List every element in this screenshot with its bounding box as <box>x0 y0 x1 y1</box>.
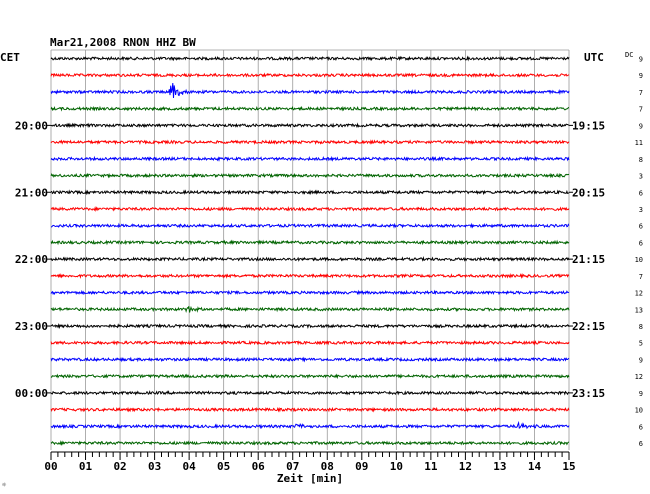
right-hour-label: 20:15 <box>572 186 605 199</box>
trace-3 <box>50 105 569 112</box>
dc-value: 6 <box>639 223 643 231</box>
trace-16 <box>50 322 570 330</box>
trace-6 <box>50 155 570 162</box>
dc-header: DC <box>625 51 633 59</box>
x-tick-label: 13 <box>493 460 506 473</box>
dc-value: 7 <box>639 89 643 97</box>
dc-value: 7 <box>639 106 643 114</box>
trace-2 <box>50 82 570 99</box>
trace-23 <box>50 439 570 447</box>
trace-11 <box>50 239 570 246</box>
x-tick-label: 04 <box>183 460 197 473</box>
dc-value: 9 <box>639 72 643 80</box>
dc-value: 6 <box>639 423 643 431</box>
dc-value: 10 <box>635 407 643 415</box>
dc-value: 9 <box>639 122 643 130</box>
dc-value: 10 <box>635 256 643 264</box>
right-hour-label: 19:15 <box>572 119 605 132</box>
x-tick-label: 02 <box>113 460 126 473</box>
trace-13 <box>50 272 570 279</box>
x-tick-label: 03 <box>148 460 161 473</box>
x-tick-label: 00 <box>44 460 57 473</box>
trace-4 <box>50 122 570 129</box>
x-tick-label: 10 <box>390 460 403 473</box>
left-hour-label: 00:00 <box>15 387 48 400</box>
dc-value: 9 <box>639 56 643 64</box>
x-tick-label: 01 <box>79 460 93 473</box>
dc-value: 13 <box>635 306 643 314</box>
x-tick-label: 06 <box>252 460 266 473</box>
traces <box>50 55 570 447</box>
dc-value: 8 <box>639 156 643 164</box>
x-tick-label: 14 <box>528 460 542 473</box>
right-hour-label: 21:15 <box>572 253 605 266</box>
trace-14 <box>50 289 570 296</box>
corner-mark: ☼ <box>2 481 7 489</box>
dc-value: 5 <box>639 340 643 348</box>
right-hour-label: 23:15 <box>572 387 605 400</box>
dc-value: 6 <box>639 189 643 197</box>
x-tick-label: 07 <box>286 460 299 473</box>
trace-19 <box>50 373 570 380</box>
x-tick-label: 08 <box>321 460 334 473</box>
left-hour-label: 20:00 <box>15 119 48 132</box>
x-tick-label: 15 <box>562 460 575 473</box>
trace-20 <box>50 390 570 396</box>
right-hour-label: 22:15 <box>572 320 605 333</box>
dc-value: 3 <box>639 206 643 214</box>
x-tick-label: 09 <box>355 460 368 473</box>
x-axis-label: Zeit [min] <box>277 472 343 485</box>
trace-12 <box>50 255 570 262</box>
dc-value: 11 <box>635 139 643 147</box>
trace-5 <box>50 139 570 145</box>
trace-15 <box>50 305 570 313</box>
x-tick-label: 11 <box>424 460 438 473</box>
time-labels: 20:00 21:00 22:00 23:00 00:00 19:15 20:15 21:15… <box>15 56 643 449</box>
dc-value: 3 <box>639 173 643 181</box>
x-tick-label: 12 <box>459 460 472 473</box>
dc-value: 12 <box>635 373 643 381</box>
left-hour-label: 23:00 <box>15 320 48 333</box>
left-hour-label: 22:00 <box>15 253 48 266</box>
trace-9 <box>50 206 570 212</box>
trace-17 <box>50 339 570 346</box>
trace-1 <box>50 72 570 79</box>
trace-10 <box>51 222 570 229</box>
grid-lines <box>50 49 570 450</box>
trace-21 <box>50 406 570 413</box>
dc-value: 9 <box>639 356 643 364</box>
trace-18 <box>50 356 570 363</box>
trace-7 <box>50 172 570 179</box>
dc-value: 6 <box>639 440 643 448</box>
dc-value: 9 <box>639 390 643 398</box>
dc-value: 12 <box>635 290 643 298</box>
utc-header: UTC <box>584 51 604 64</box>
trace-8 <box>50 189 570 196</box>
left-hour-label: 21:00 <box>15 186 48 199</box>
chart-title: Mar21,2008 RNON HHZ BW <box>50 36 196 49</box>
trace-0 <box>50 55 570 62</box>
cet-header: CET <box>0 51 20 64</box>
dc-value: 7 <box>639 273 643 281</box>
x-axis: 00 01 02 03 04 05 06 07 08 09 10 11 12 13 14 15 <box>44 451 576 473</box>
x-tick-label: 05 <box>217 460 230 473</box>
dc-value: 8 <box>639 323 643 331</box>
dc-value: 6 <box>639 239 643 247</box>
trace-22 <box>50 420 570 430</box>
